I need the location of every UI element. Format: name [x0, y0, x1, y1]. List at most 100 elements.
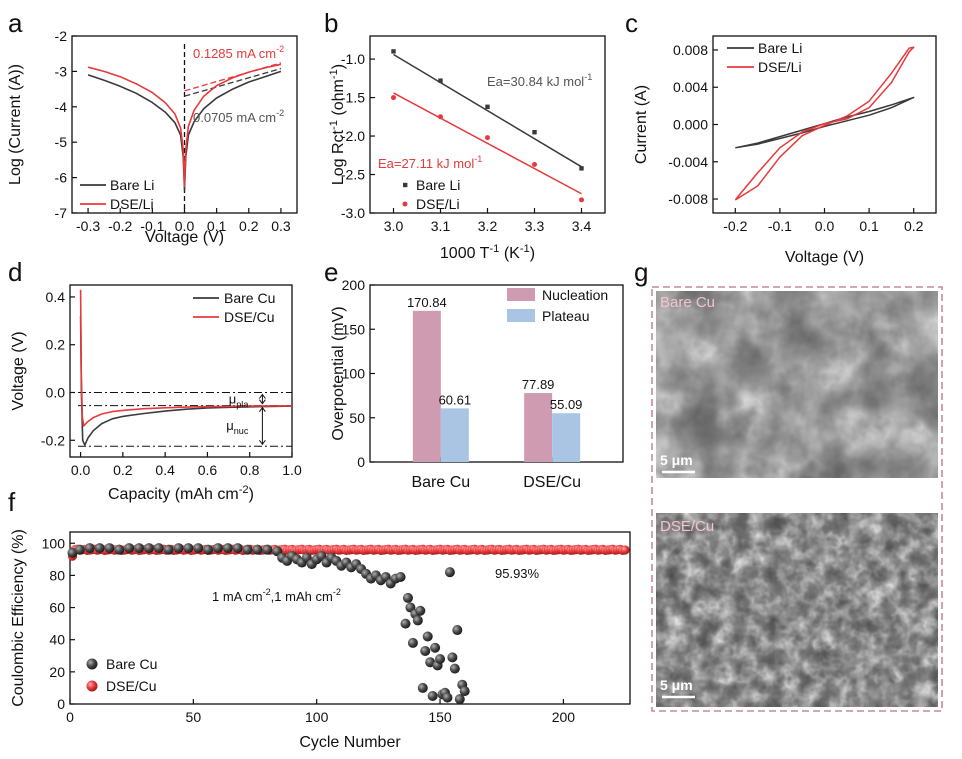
legend-swatch [403, 182, 408, 188]
legend-entry: DSE/Cu [106, 678, 157, 694]
data-point-bare-cu [153, 543, 164, 554]
annotation-gray: 0.0705 mA cm-2 [193, 108, 284, 125]
arrow-head [259, 439, 266, 446]
panel-label-e: e [324, 257, 338, 287]
x-category-label: DSE/Cu [523, 474, 581, 491]
arrow-head [259, 399, 266, 405]
y-tick-label: 0.0 [46, 385, 66, 401]
y-tick-label: -0.008 [668, 191, 708, 207]
panel-d: 0.0 0.2 0.4 0.6 0.8 1.0 -0.2 0.0 0.2 0.4 μpla μnuc B… [8, 257, 302, 503]
y-tick-label: 0.008 [673, 42, 708, 58]
data-point-bare-cu [427, 690, 438, 701]
panel-e: 0 50 100 150 200 Bare Cu 170.84 60.61 DSE/Cu 77.8… [324, 257, 624, 491]
y-axis-label: Coulombic Efficiency (%) [10, 529, 27, 707]
bar-plateau [552, 413, 581, 462]
y-axis-label: Current (A) [633, 85, 650, 164]
linear-fit-line [393, 53, 582, 168]
panel-b: 3.0 3.1 3.2 3.3 3.4 -3.0 -2.5 -2.0 -1.5 -1.0 Ea=30… [324, 8, 606, 262]
panel-c: -0.2 -0.1 0.0 0.1 0.2 -0.008 -0.004 0.000 0.004 0… [625, 8, 937, 266]
data-point-bare-cu [452, 625, 463, 636]
legend-entry: DSE/Cu [224, 309, 275, 325]
data-point-bare-cu [134, 543, 145, 554]
data-point-bare-cu [402, 592, 413, 603]
data-point-bare-cu [183, 543, 194, 554]
x-tick-label: 0.1 [859, 218, 879, 234]
bar-value-label: 60.61 [439, 392, 472, 407]
annotation-average-ce: 95.93% [495, 566, 540, 581]
y-axis-label: Log Rct-1 (ohm-1) [328, 64, 347, 185]
x-tick-label: 0.2 [239, 218, 259, 234]
plot-frame [69, 284, 293, 458]
data-point-bare-cu [415, 605, 426, 616]
bar-nucleation [524, 393, 553, 462]
voltage-curve-bare-cu [79, 316, 293, 446]
data-point-bare-cu [252, 544, 263, 555]
y-tick-label: -1.0 [341, 51, 365, 67]
x-tick-label: 3.1 [431, 218, 451, 234]
legend-entry: Bare Cu [106, 656, 157, 672]
annotation-ea-bare: Ea=30.84 kJ mol-1 [487, 72, 592, 89]
y-tick-label: -0.004 [668, 154, 708, 170]
data-point-square [485, 104, 490, 109]
x-tick-label: -0.3 [76, 218, 100, 234]
data-point-bare-cu [447, 652, 458, 663]
x-tick-label: 0.2 [904, 218, 924, 234]
data-point-circle [579, 197, 584, 203]
data-point-bare-cu [407, 637, 418, 648]
legend-entry: DSE/Li [110, 196, 154, 212]
panel-label-b: b [324, 8, 338, 38]
panel-label-g: g [634, 257, 648, 287]
data-point-bare-cu [74, 544, 85, 555]
x-tick-label: 150 [428, 709, 452, 725]
y-tick-label: -1.5 [341, 90, 365, 106]
data-point-square [391, 49, 396, 54]
data-point-bare-cu [395, 572, 406, 583]
y-tick-label: -2.0 [341, 128, 365, 144]
legend-swatch [402, 201, 408, 207]
y-tick-label: 0 [57, 696, 65, 712]
data-point-square [532, 129, 537, 135]
data-point-bare-cu [412, 615, 423, 626]
y-tick-label: -6 [55, 170, 68, 186]
data-point-bare-cu [222, 543, 233, 554]
data-point-circle [532, 162, 537, 168]
y-axis-label: Overpotential (mV) [330, 306, 347, 440]
legend-entry: DSE/Li [416, 196, 460, 212]
sem-image-bare-cu: Bare Cu 5 μm [656, 291, 938, 478]
data-point-circle [485, 135, 490, 141]
data-point-bare-cu [242, 544, 253, 555]
y-tick-label: 60 [49, 600, 65, 616]
x-tick-label: 0.6 [198, 462, 218, 478]
x-tick-label: 50 [186, 709, 202, 725]
bar-value-label: 77.89 [522, 377, 555, 392]
y-tick-label: -3 [55, 63, 68, 79]
data-point-square [438, 78, 443, 83]
data-point-bare-cu [442, 692, 453, 703]
data-point-dse-cu [620, 545, 630, 555]
voltage-curve-dse-cu [79, 289, 292, 427]
image-frame [651, 286, 943, 712]
y-axis-label: Voltage (V) [10, 331, 27, 410]
data-point-bare-cu [459, 686, 470, 697]
legend-entry: Bare Li [110, 177, 154, 193]
bar-plateau [440, 408, 469, 462]
y-tick-label: 0.2 [46, 337, 66, 353]
x-tick-label: 3.0 [384, 218, 404, 234]
series-line-dse-li [87, 63, 282, 188]
x-tick-label: 0 [66, 709, 74, 725]
annotation-ea-dse: Ea=27.11 kJ mol-1 [378, 154, 482, 171]
x-tick-label: -0.1 [768, 218, 792, 234]
data-point-square [579, 166, 584, 171]
data-point-bare-cu [84, 543, 95, 554]
sem-image-dse-cu: DSE/Cu 5 μm [656, 513, 938, 707]
data-point-bare-cu [124, 543, 135, 554]
y-tick-label: 0 [357, 454, 365, 470]
data-point-bare-cu [203, 544, 214, 555]
data-point-bare-cu [417, 682, 428, 693]
bar-value-label: 55.09 [550, 397, 583, 412]
y-tick-label: 100 [42, 535, 66, 551]
x-tick-label: 3.3 [525, 218, 545, 234]
x-tick-label: -0.2 [108, 218, 132, 234]
data-point-bare-cu [114, 544, 125, 555]
